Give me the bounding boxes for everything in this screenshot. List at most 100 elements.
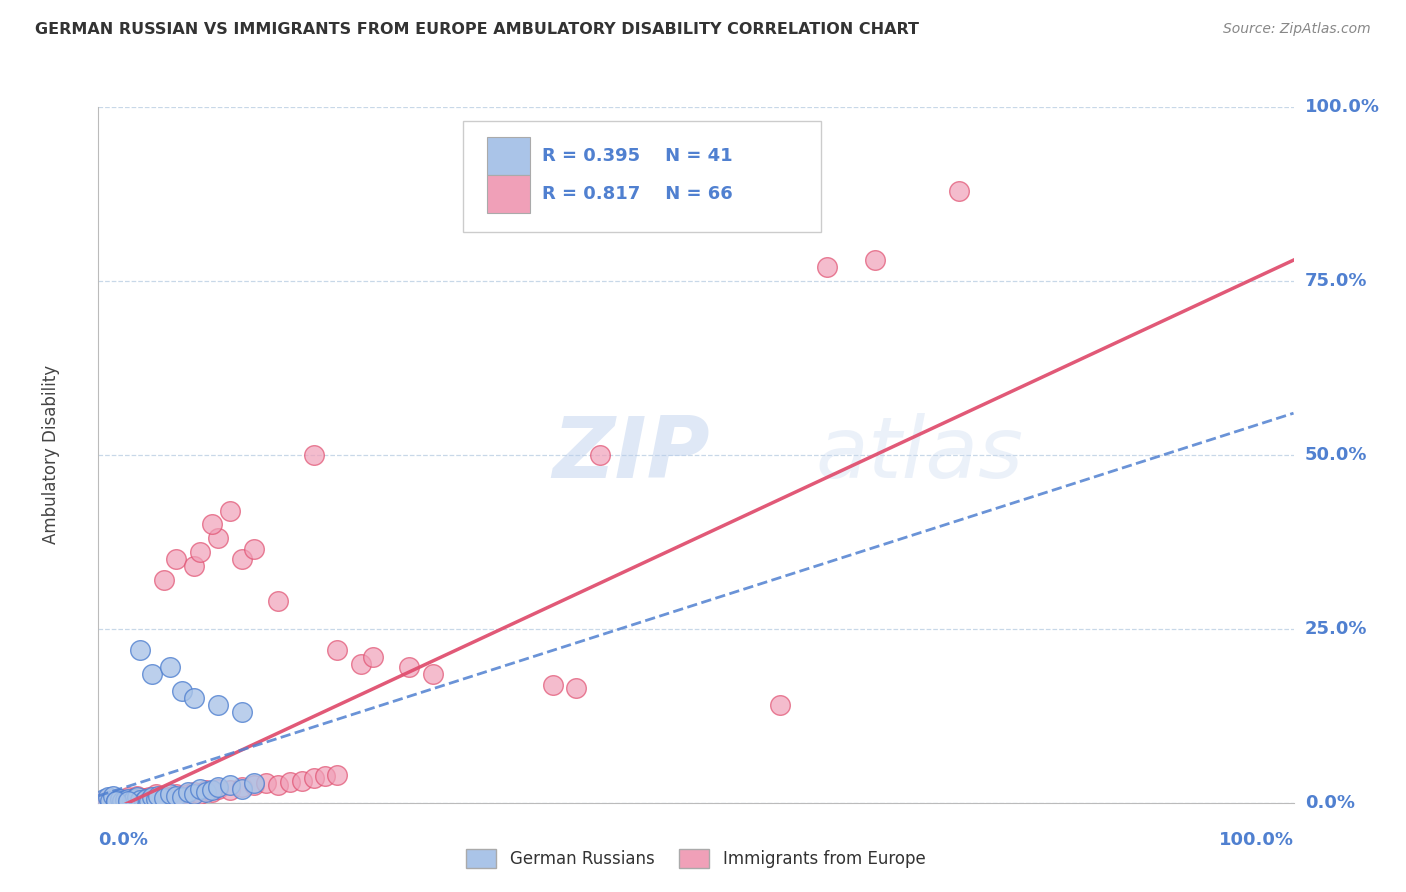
Point [117, 794, 139, 808]
Point [172, 790, 194, 805]
Legend: German Russians, Immigrants from Europe: German Russians, Immigrants from Europe [460, 842, 932, 874]
Point [589, 448, 612, 462]
Point [117, 793, 139, 807]
Point [201, 517, 224, 532]
FancyBboxPatch shape [486, 175, 530, 213]
Point [398, 660, 420, 674]
Point [148, 789, 170, 803]
Point [172, 684, 194, 698]
Point [97, 794, 120, 808]
Point [129, 793, 152, 807]
Point [207, 780, 229, 795]
Point [101, 794, 124, 808]
Point [565, 681, 588, 695]
Point [363, 649, 385, 664]
Point [207, 532, 229, 546]
Point [105, 794, 128, 808]
Point [326, 768, 349, 782]
Point [138, 790, 160, 805]
Point [183, 788, 205, 802]
Point [254, 776, 277, 790]
Point [243, 778, 266, 792]
Point [219, 778, 242, 792]
Point [422, 667, 444, 681]
Point [129, 642, 152, 657]
Point [153, 789, 176, 803]
FancyBboxPatch shape [486, 137, 530, 175]
Point [101, 789, 124, 803]
Point [188, 788, 211, 802]
Point [194, 785, 217, 799]
Point [125, 792, 148, 806]
Point [948, 184, 970, 198]
Point [231, 780, 253, 795]
Point [135, 791, 157, 805]
Point [108, 792, 131, 806]
Point [183, 559, 205, 574]
Point [132, 791, 155, 805]
Point [121, 794, 143, 808]
Point [219, 783, 242, 797]
Point [267, 778, 290, 792]
Point [98, 794, 122, 808]
Point [135, 792, 157, 806]
FancyBboxPatch shape [463, 121, 821, 232]
Text: atlas: atlas [815, 413, 1024, 497]
Point [141, 790, 163, 805]
Text: 50.0%: 50.0% [1305, 446, 1367, 464]
Point [219, 503, 242, 517]
Point [278, 775, 301, 789]
Point [188, 781, 211, 796]
Point [188, 545, 211, 559]
Text: R = 0.817    N = 66: R = 0.817 N = 66 [541, 185, 733, 203]
Point [145, 788, 167, 802]
Point [114, 792, 136, 806]
Point [124, 794, 146, 808]
Point [129, 793, 152, 807]
Point [111, 794, 134, 808]
Text: 25.0%: 25.0% [1305, 620, 1367, 638]
Point [243, 541, 266, 556]
Text: 100.0%: 100.0% [1219, 830, 1294, 848]
Point [177, 788, 200, 802]
Point [121, 791, 143, 805]
Point [165, 789, 187, 803]
Point [177, 785, 200, 799]
Point [183, 691, 205, 706]
Point [231, 706, 253, 720]
Point [111, 794, 134, 808]
Point [145, 789, 167, 804]
Text: ZIP: ZIP [553, 413, 710, 497]
Point [159, 790, 181, 805]
Point [290, 773, 312, 788]
Point [243, 776, 266, 790]
Point [201, 785, 224, 799]
Point [194, 783, 217, 797]
Point [183, 785, 205, 799]
Text: 100.0%: 100.0% [1305, 98, 1379, 116]
Text: 0.0%: 0.0% [98, 830, 149, 848]
Text: 75.0%: 75.0% [1305, 272, 1367, 290]
Text: Ambulatory Disability: Ambulatory Disability [42, 366, 59, 544]
Point [302, 772, 325, 786]
Point [148, 791, 170, 805]
Point [315, 769, 337, 783]
Point [231, 552, 253, 566]
Point [768, 698, 790, 713]
Point [141, 791, 163, 805]
Point [159, 660, 181, 674]
Text: Source: ZipAtlas.com: Source: ZipAtlas.com [1223, 22, 1371, 37]
Point [132, 794, 155, 808]
Text: R = 0.395    N = 41: R = 0.395 N = 41 [541, 147, 733, 165]
Point [138, 794, 160, 808]
Point [153, 573, 176, 587]
Point [105, 794, 128, 808]
Point [114, 793, 136, 807]
Point [117, 791, 139, 805]
Point [302, 448, 325, 462]
Point [125, 789, 148, 803]
Point [165, 788, 187, 802]
Point [815, 260, 838, 274]
Point [153, 791, 176, 805]
Text: GERMAN RUSSIAN VS IMMIGRANTS FROM EUROPE AMBULATORY DISABILITY CORRELATION CHART: GERMAN RUSSIAN VS IMMIGRANTS FROM EUROPE… [35, 22, 920, 37]
